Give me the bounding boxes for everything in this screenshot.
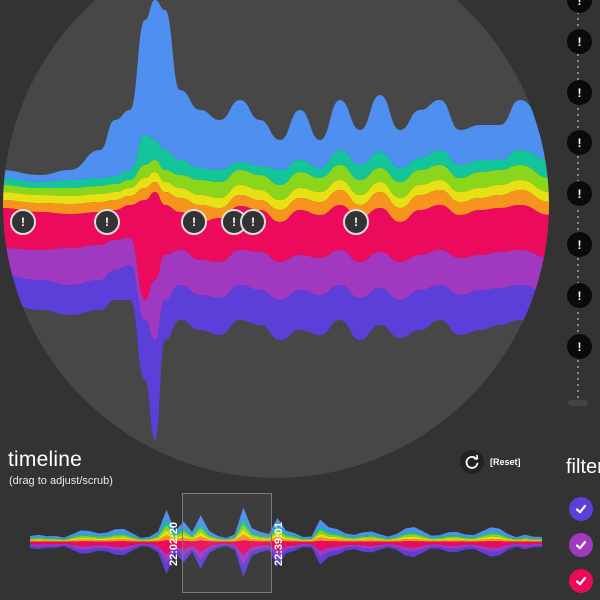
stream-layer (3, 265, 549, 440)
refresh-icon[interactable] (460, 450, 484, 474)
stream-layer (3, 0, 549, 182)
event-marker-icon[interactable]: ! (181, 209, 207, 235)
mini-stream-layer (30, 523, 542, 541)
stream-layer (3, 172, 549, 210)
stream-layer (3, 182, 549, 222)
reset-label[interactable]: [Reset] (490, 457, 521, 467)
mini-stream-layer (30, 507, 542, 540)
main-streamgraph (3, 0, 549, 440)
filters-title: filters (566, 456, 600, 478)
rail-event-marker-icon[interactable]: ! (567, 232, 592, 257)
event-marker-icon[interactable]: ! (240, 209, 266, 235)
event-marker-icon[interactable]: ! (10, 209, 36, 235)
stream-layer (3, 135, 549, 188)
timeline-title: timeline (8, 448, 82, 471)
mini-stream-layer (30, 529, 542, 542)
stream-layer (3, 238, 549, 340)
stream-layer (3, 192, 549, 300)
mini-stream-layer (30, 534, 542, 542)
rail-event-marker-icon[interactable]: ! (567, 181, 592, 206)
rail-event-marker-icon[interactable]: ! (567, 80, 592, 105)
check-icon (575, 576, 587, 586)
brush-end-time: 22:39:01 (273, 521, 285, 566)
rail-event-marker-icon[interactable]: ! (567, 29, 592, 54)
event-marker-icon[interactable]: ! (343, 209, 369, 235)
rail-event-marker-icon[interactable]: ! (567, 130, 592, 155)
mini-stream-layer (30, 540, 542, 555)
mini-streamgraph (30, 507, 542, 577)
mini-stream-layer (30, 518, 542, 540)
filter-toggle-purple[interactable] (569, 533, 593, 557)
mini-stream-layer (30, 543, 542, 566)
brush-start-time: 22:02:20 (168, 521, 180, 566)
event-marker-icon[interactable]: ! (94, 209, 120, 235)
rail-event-marker-icon[interactable]: ! (567, 334, 592, 359)
rail-event-marker-icon[interactable]: ! (567, 283, 592, 308)
filter-toggle-pink[interactable] (569, 569, 593, 593)
check-icon (575, 540, 587, 550)
event-rail-end (568, 400, 588, 406)
filter-toggle-indigo[interactable] (569, 497, 593, 521)
timeline-subtitle: (drag to adjust/scrub) (9, 475, 113, 487)
mini-stream-layer (30, 544, 542, 577)
check-icon (575, 504, 587, 514)
timeline-brush-window[interactable] (182, 493, 272, 593)
rail-event-marker-icon[interactable]: ! (567, 0, 592, 13)
reset-button[interactable]: [Reset] (460, 450, 521, 474)
